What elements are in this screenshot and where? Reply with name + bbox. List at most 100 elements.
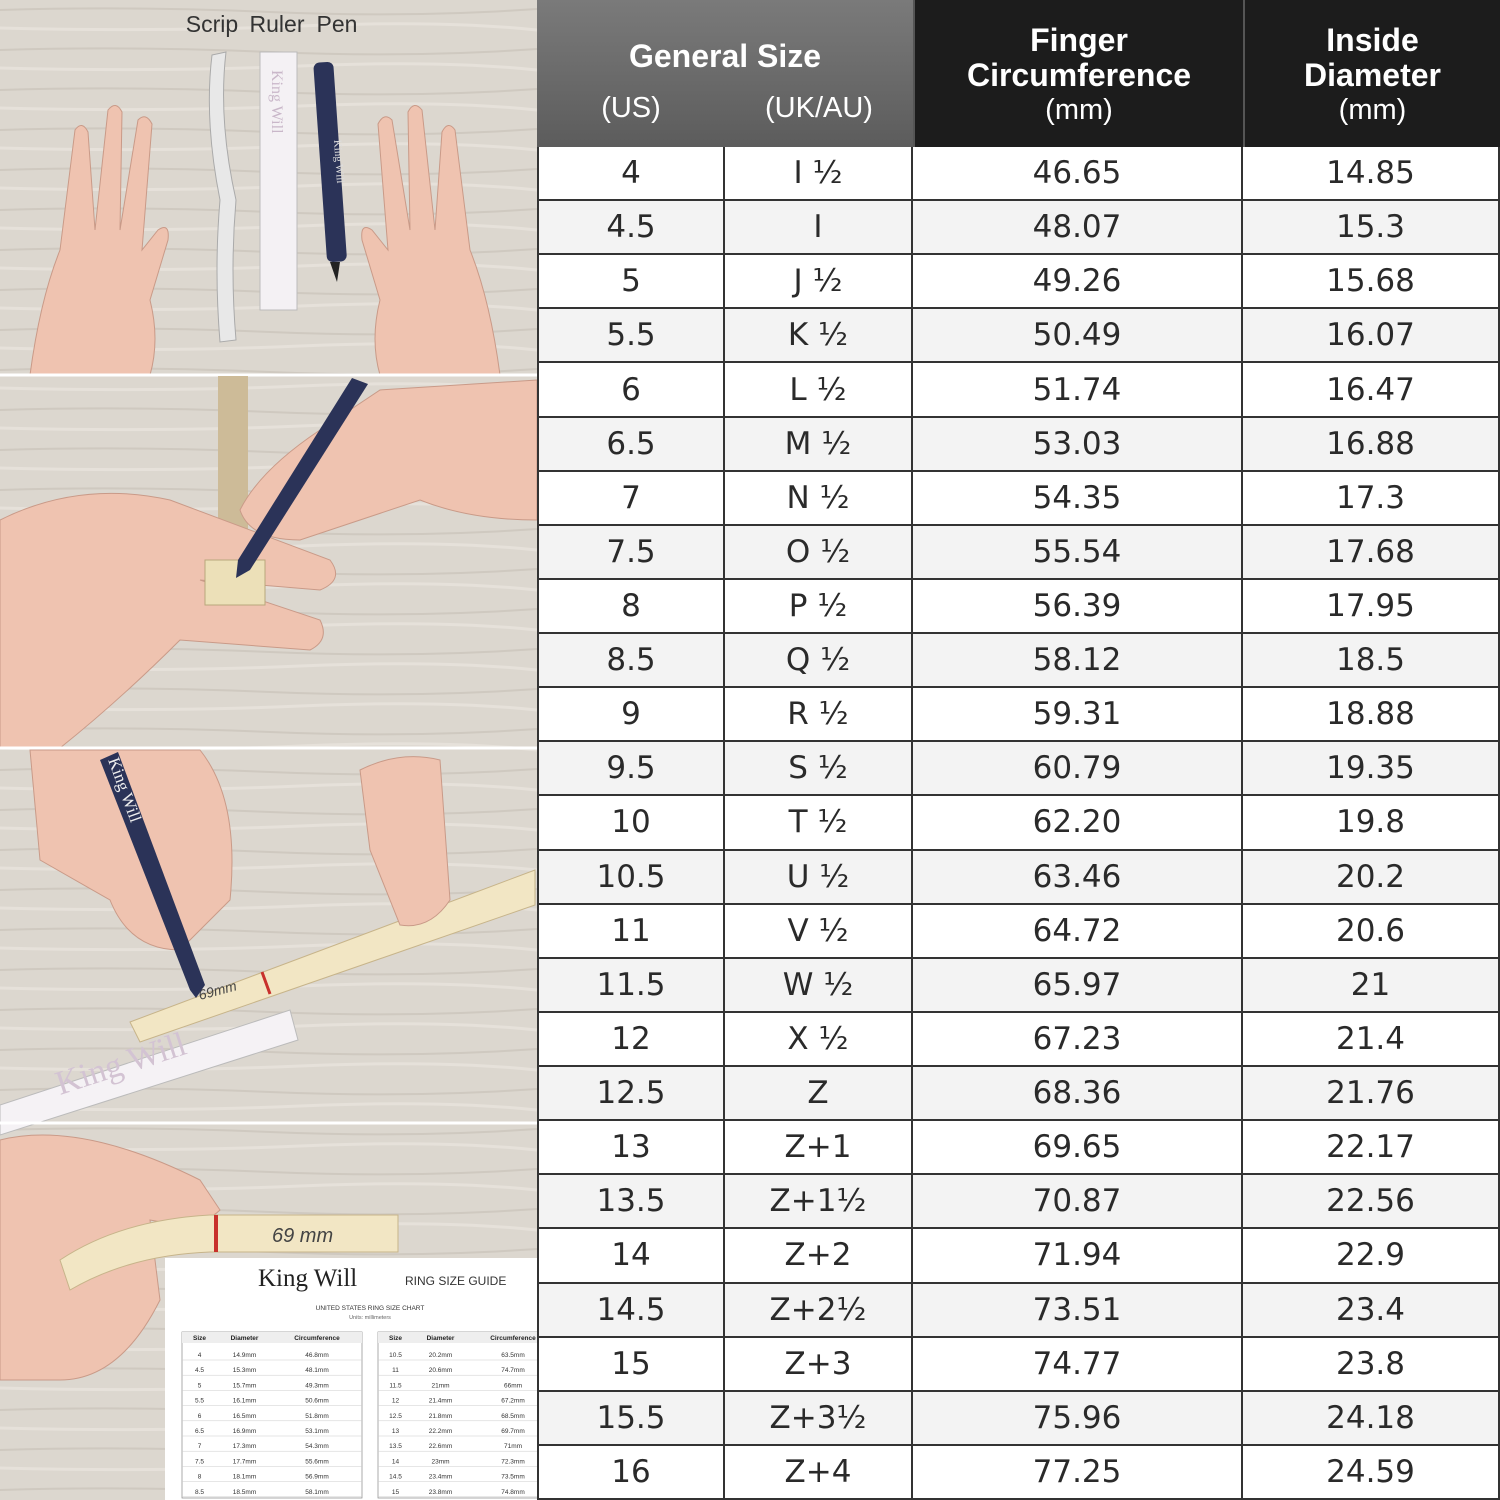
table-cell: 59.31 [913,688,1243,743]
table-cell: Z+2 [725,1229,913,1284]
guide-cell: 20.2mm [429,1352,452,1359]
table-cell: 6.5 [537,417,725,472]
guide-paper [165,1258,537,1500]
table-cell: 15.3 [1243,201,1500,256]
guide-cell: 22.6mm [429,1443,452,1450]
guide-chart: Size Diameter Circumference 4 14.9mm 46.8mm 4.… [181,1331,537,1499]
table-cell: 16 [537,1445,725,1500]
guide-cell: 74.7mm [501,1367,524,1374]
guide-cell: 22.2mm [429,1428,452,1435]
guide-cell: 49.3mm [305,1382,328,1389]
table-cell: P ½ [725,579,913,635]
guide-cell: 23mm [431,1458,449,1465]
guide-cell: 6.5 [195,1428,204,1435]
table-cell: 54.35 [913,471,1243,526]
ruler-brand: King Will [268,70,285,134]
table-cell: 17.3 [1243,471,1500,526]
table-cell: 64.72 [913,904,1243,959]
guide-subtitle: UNITED STATES RING SIZE CHART [316,1305,425,1312]
ruler [0,1009,299,1136]
table-cell: I [725,201,913,256]
guide-column: Diameter [427,1335,455,1342]
table-cell: L ½ [725,363,913,418]
guide-brand: King Will [258,1265,357,1292]
general-size-header: General Size (US) (UK/AU) [537,0,913,147]
table-cell: 10.5 [537,850,725,905]
table-cell: 73.51 [913,1283,1243,1338]
table-cell: 70.87 [913,1175,1243,1230]
table-cell: 15 [537,1337,725,1392]
guide-cell: 17.3mm [233,1443,256,1450]
table-cell: 20.6 [1243,904,1500,959]
table-cell: 4.5 [537,201,725,256]
table-cell: 19.8 [1243,796,1500,851]
table-cell: 9 [537,688,725,743]
guide-cell: 23.4mm [429,1474,452,1481]
tool-label: Ruler [250,11,305,37]
hand [29,749,233,951]
mark [260,971,272,995]
guide-column: Size [389,1335,402,1342]
table-cell: Z [725,1067,913,1122]
table-cell: 18.88 [1243,688,1500,743]
guide-cell: 50.6mm [305,1398,328,1405]
table-cell: 22.17 [1243,1121,1500,1176]
table-cell: Z+3 [725,1337,913,1392]
table-cell: 65.97 [913,958,1243,1013]
header-sub: (UK/AU) [765,92,873,124]
tool-label: Scrip [186,11,238,37]
table-cell: 21.76 [1243,1067,1500,1122]
table-cell: 13.5 [537,1175,725,1230]
left-hand [29,105,169,376]
table-cell: 9.5 [537,742,725,797]
guide-cell: 63.5mm [501,1352,524,1359]
table-cell: I ½ [725,147,913,202]
guide-cell: 55.6mm [305,1458,328,1465]
guide-cell: 16.1mm [233,1398,256,1405]
guide-cell: 12 [392,1398,400,1405]
guide-cell: 13.5 [389,1443,402,1450]
guide-cell: 5 [198,1382,202,1389]
table-cell: 8.5 [537,634,725,689]
panel-result: 69 mm King Will RING SIZE GUIDE UNITED S… [0,1134,537,1500]
guide-units: Units: millimeters [349,1315,391,1321]
guide-cell: 17.7mm [233,1458,256,1465]
guide-cell: 12.5 [389,1413,402,1420]
guide-cell: 4 [198,1352,202,1359]
header-title: General Size [628,38,822,74]
guide-cell: 71mm [504,1443,522,1450]
table-cell: W ½ [725,958,913,1013]
table-cell: Z+3½ [725,1391,913,1446]
guide-cell: 18.1mm [233,1474,256,1481]
guide-column: Circumference [294,1335,340,1342]
table-cell: U ½ [725,850,913,905]
table-cell: O ½ [725,525,913,580]
guide-cell: 46.8mm [305,1352,328,1359]
table-cell: X ½ [725,1012,913,1068]
table-cell: 14.85 [1243,147,1500,202]
guide-cell: 67.2mm [501,1398,524,1405]
right-hand [361,105,501,376]
guide-cell: 14.9mm [233,1352,256,1359]
table-cell: 14.5 [537,1283,725,1338]
table-cell: 13 [537,1121,725,1176]
table-cell: 21.4 [1243,1012,1500,1068]
guide-cell: 5.5 [195,1398,204,1405]
guide-cell: 16.9mm [233,1428,256,1435]
table-cell: Z+1½ [725,1175,913,1230]
table-cell: 69.65 [913,1121,1243,1176]
size-table: General Size (US) (UK/AU) Finger Circumf… [537,0,1500,1500]
table-cell: 67.23 [913,1012,1243,1068]
table-cell: 20.2 [1243,850,1500,905]
guide-cell: 48.1mm [305,1367,328,1374]
guide-cell: 6 [198,1413,202,1420]
guide-cell: 73.5mm [501,1474,524,1481]
header-sub: (mm) [1045,94,1113,126]
guide-cell: 14.5 [389,1474,402,1481]
table-cell: 14 [537,1229,725,1284]
header-title: Circumference [966,57,1192,93]
table-cell: Z+4 [725,1445,913,1500]
guide-cell: 66mm [504,1382,522,1389]
pen [313,61,347,263]
